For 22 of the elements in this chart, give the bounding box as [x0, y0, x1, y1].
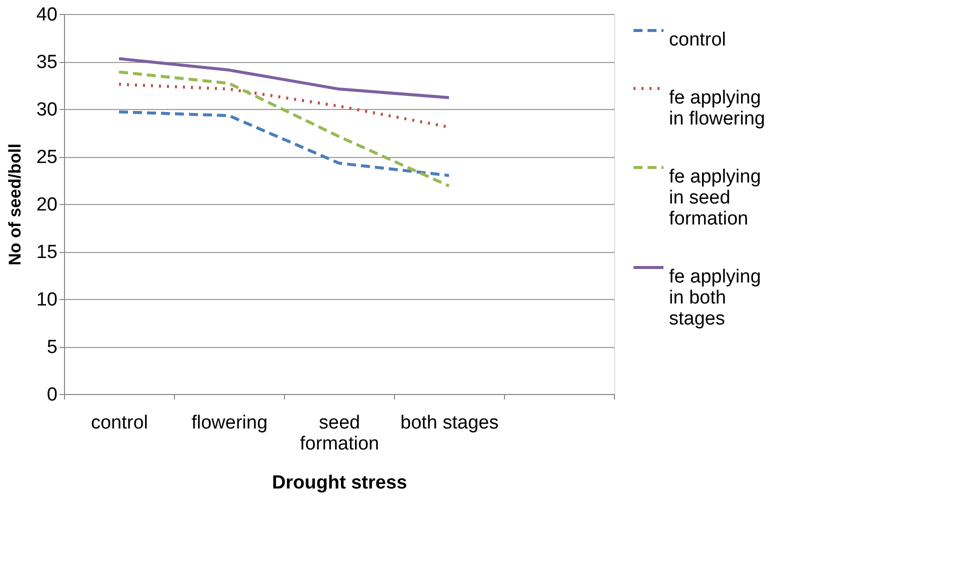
y-tick-label: 35: [36, 52, 58, 73]
legend-label: fe applying in flowering: [669, 88, 766, 130]
y-tick-label: 10: [36, 290, 58, 310]
x-tick-label: seed formation: [300, 412, 380, 454]
y-axis-title: No of seed/boll: [5, 144, 24, 266]
line-series: [118, 70, 450, 188]
y-tick-label: 15: [36, 242, 58, 263]
line-series: [118, 57, 450, 100]
y-tick-label: 5: [46, 337, 58, 358]
legend-label: control: [669, 30, 726, 50]
y-tick-label: 30: [36, 100, 58, 120]
legend-label: fe applying in seed formation: [669, 166, 761, 230]
legend-label: fe applying in both stages: [669, 266, 761, 330]
y-tick-label: 20: [36, 194, 58, 216]
y-tick-label: 0: [46, 384, 58, 406]
y-tick-label: 25: [36, 147, 58, 168]
x-tick-label: both stages: [400, 412, 499, 434]
x-axis-title: Drought stress: [272, 472, 408, 494]
x-tick-label: control: [90, 412, 148, 434]
x-tick-label: flowering: [191, 412, 268, 434]
y-tick-label: 40: [36, 4, 58, 26]
line-series: [118, 110, 450, 177]
